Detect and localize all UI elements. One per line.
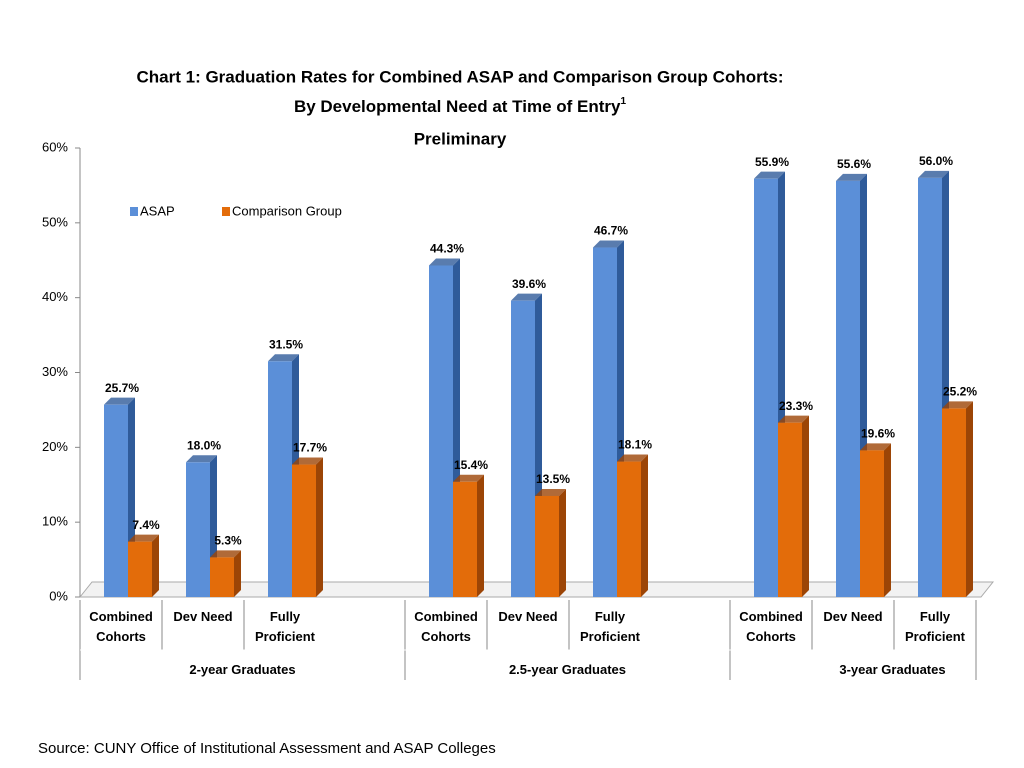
bar-side — [316, 457, 323, 597]
bar-top — [186, 455, 217, 463]
y-tick-label: 0% — [49, 588, 68, 603]
group-label: 2.5-year Graduates — [508, 662, 627, 677]
bar-side — [884, 443, 891, 597]
bar-side — [802, 415, 809, 597]
x-tick-label: Dev Need — [823, 609, 883, 624]
bar — [292, 464, 316, 597]
bar-top — [128, 534, 159, 542]
chart-title: Chart 1: Graduation Rates for Combined A… — [137, 67, 784, 86]
legend-label: ASAP — [140, 203, 175, 218]
bar — [778, 422, 802, 597]
bar — [942, 408, 966, 597]
bar-top — [453, 474, 484, 482]
bar-top — [860, 443, 891, 451]
bar — [535, 495, 559, 597]
legend-label: Comparison Group — [232, 203, 342, 218]
bar-side — [641, 454, 648, 597]
bar-top — [617, 454, 648, 462]
bar-top — [429, 258, 460, 266]
bar — [186, 462, 210, 597]
y-tick-label: 40% — [42, 289, 68, 304]
value-label: 39.6% — [512, 277, 546, 291]
y-tick-label: 10% — [42, 514, 68, 529]
chart-title: By Developmental Need at Time of Entry1 — [294, 96, 627, 117]
legend-swatch — [130, 207, 138, 216]
value-label: 15.4% — [454, 458, 488, 472]
bar — [511, 300, 535, 597]
y-tick-label: 50% — [42, 214, 68, 229]
bar — [429, 265, 453, 597]
x-tick-label: Combined Cohorts — [414, 609, 478, 644]
bar-top — [268, 354, 299, 362]
value-label: 25.2% — [943, 385, 977, 399]
source-note: Source: CUNY Office of Institutional Ass… — [38, 740, 496, 757]
legend-swatch — [222, 207, 230, 216]
value-label: 55.9% — [755, 155, 789, 169]
bar-top — [511, 293, 542, 301]
group-label: 3-year Graduates — [839, 662, 946, 677]
value-label: 7.4% — [132, 518, 160, 532]
bar-side — [477, 474, 484, 597]
bar-side — [559, 488, 566, 597]
bar-side — [966, 401, 973, 597]
bar — [128, 541, 152, 597]
bar — [617, 461, 641, 597]
value-label: 18.1% — [618, 438, 652, 452]
x-tick-label: Fully Proficient — [580, 609, 640, 644]
bar-top — [292, 457, 323, 465]
value-label: 13.5% — [536, 472, 570, 486]
bar — [268, 361, 292, 597]
value-label: 31.5% — [269, 337, 303, 351]
value-label: 25.7% — [105, 381, 139, 395]
bar-top — [535, 488, 566, 496]
y-tick-label: 20% — [42, 439, 68, 454]
bar-top — [942, 401, 973, 409]
bar-side — [152, 534, 159, 597]
x-tick-label: Dev Need — [173, 609, 233, 624]
bar — [754, 178, 778, 597]
bar — [104, 404, 128, 597]
bar — [836, 180, 860, 597]
x-tick-label: Combined Cohorts — [89, 609, 153, 644]
value-label: 44.3% — [430, 242, 464, 256]
bar — [453, 481, 477, 597]
bar — [918, 177, 942, 597]
x-tick-label: Fully Proficient — [255, 609, 315, 644]
bar-top — [836, 173, 867, 181]
bar-top — [210, 550, 241, 558]
x-tick-label: Fully Proficient — [905, 609, 965, 644]
bar-top — [593, 240, 624, 248]
footnote-mark: 1 — [621, 96, 627, 107]
value-label: 19.6% — [861, 426, 895, 440]
y-tick-label: 60% — [42, 139, 68, 154]
bar-side — [234, 550, 241, 597]
y-tick-label: 30% — [42, 364, 68, 379]
x-tick-label: Combined Cohorts — [739, 609, 803, 644]
value-label: 55.6% — [837, 157, 871, 171]
bar-top — [754, 171, 785, 179]
value-label: 17.7% — [293, 441, 327, 455]
bar-top — [918, 170, 949, 178]
value-label: 56.0% — [919, 154, 953, 168]
value-label: 5.3% — [214, 534, 242, 548]
bar — [593, 247, 617, 598]
title-line: By Developmental Need at Time of Entry — [294, 97, 621, 116]
bar — [860, 450, 884, 597]
x-tick-label: Dev Need — [498, 609, 558, 624]
group-label: 2-year Graduates — [189, 662, 296, 677]
bar-top — [104, 397, 135, 405]
value-label: 46.7% — [594, 224, 628, 238]
chart-title: Preliminary — [414, 129, 507, 148]
bar — [210, 557, 234, 597]
value-label: 23.3% — [779, 399, 813, 413]
value-label: 18.0% — [187, 438, 221, 452]
bar-top — [778, 415, 809, 423]
